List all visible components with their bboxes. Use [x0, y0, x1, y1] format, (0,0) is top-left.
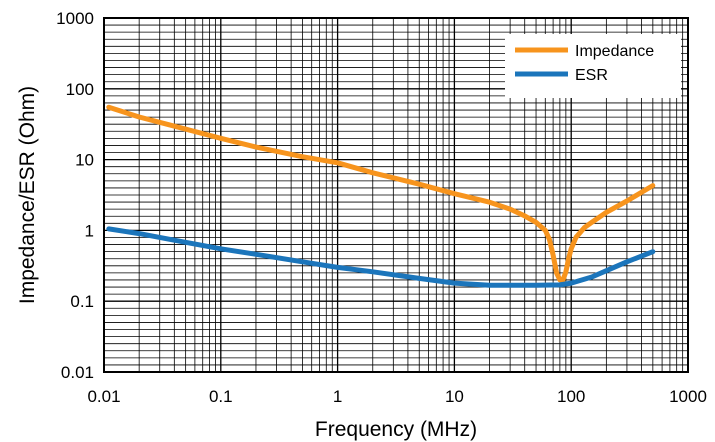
- x-tick-label: 1000: [669, 387, 707, 406]
- legend-label-esr: ESR: [575, 67, 608, 84]
- tick-labels: 0.01 0.1 1 10 100 1000 0.01 0.1 1 10 100 1000: [56, 9, 707, 406]
- series-line-esr: [106, 226, 656, 288]
- legend: Impedance ESR: [505, 34, 681, 98]
- y-tick-label: 10: [75, 151, 94, 170]
- y-tick-label: 1: [85, 221, 94, 240]
- x-tick-label: 1: [333, 387, 342, 406]
- y-tick-label: 0.01: [61, 363, 94, 382]
- x-tick-label: 0.1: [209, 387, 233, 406]
- plot-area-frame: [103, 17, 689, 373]
- series-line-impedance: [106, 104, 656, 283]
- legend-label-impedance: Impedance: [575, 43, 654, 60]
- grid: [103, 18, 688, 373]
- series-lines: [106, 104, 656, 288]
- y-tick-label: 0.1: [70, 292, 94, 311]
- x-axis-title: Frequency (MHz): [315, 418, 477, 441]
- x-tick-label: 0.01: [87, 387, 120, 406]
- legend-box: [505, 34, 681, 98]
- y-tick-label: 100: [66, 80, 94, 99]
- y-tick-label: 1000: [56, 9, 94, 28]
- x-tick-label: 100: [557, 387, 585, 406]
- x-tick-label: 10: [445, 387, 464, 406]
- y-axis-title: Impedance/ESR (Ohm): [16, 86, 39, 304]
